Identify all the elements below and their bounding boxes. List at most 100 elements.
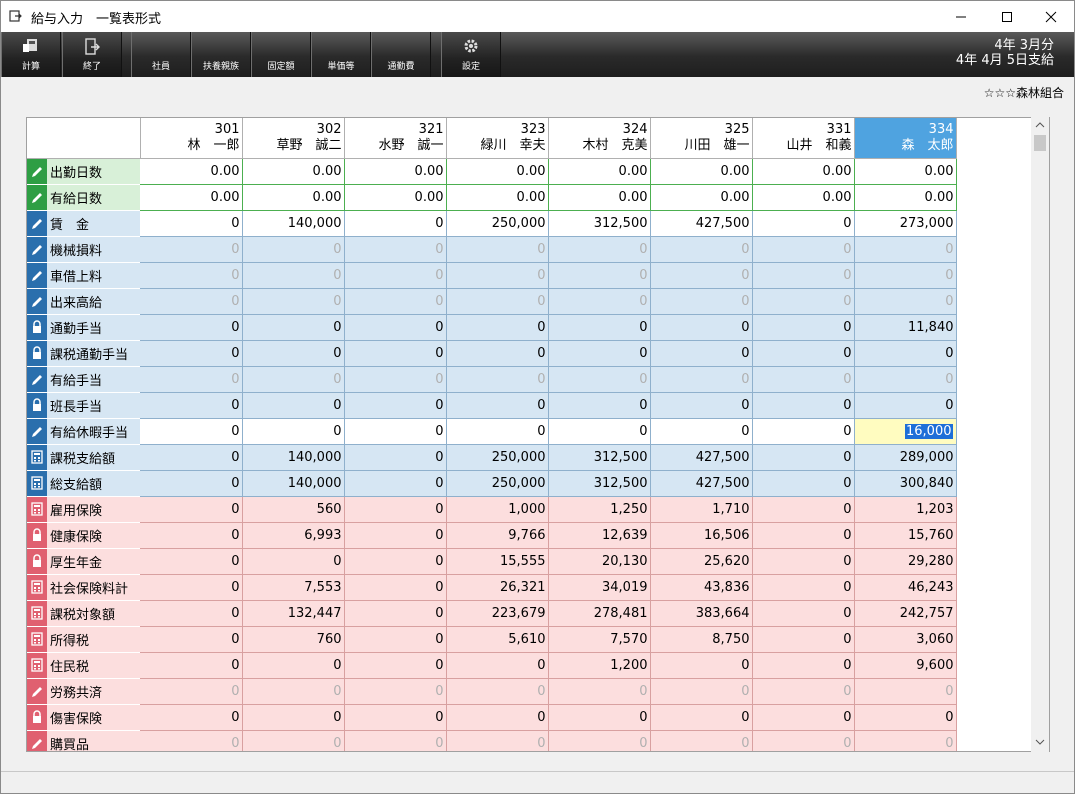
- table-cell[interactable]: 0: [854, 288, 957, 315]
- table-cell[interactable]: 0.00: [548, 158, 651, 185]
- table-cell[interactable]: 0: [854, 340, 957, 367]
- table-cell[interactable]: 0: [140, 444, 243, 471]
- table-cell[interactable]: 0: [446, 392, 549, 419]
- table-cell[interactable]: 223,679: [446, 600, 549, 627]
- table-cell[interactable]: 1,000: [446, 496, 549, 523]
- table-cell[interactable]: 0: [752, 678, 855, 705]
- table-cell[interactable]: 0: [140, 314, 243, 341]
- table-cell[interactable]: 0.00: [854, 184, 957, 211]
- table-cell[interactable]: 0: [752, 288, 855, 315]
- table-cell[interactable]: 25,620: [650, 548, 753, 575]
- table-cell[interactable]: 0: [242, 548, 345, 575]
- table-cell[interactable]: 0: [548, 678, 651, 705]
- employee-header[interactable]: 334 森 太郎: [854, 118, 957, 159]
- table-cell[interactable]: 0: [854, 678, 957, 705]
- table-cell[interactable]: 0: [140, 548, 243, 575]
- table-cell[interactable]: 140,000: [242, 444, 345, 471]
- table-cell[interactable]: 273,000: [854, 210, 957, 237]
- table-cell[interactable]: 0: [344, 288, 447, 315]
- table-cell[interactable]: 0: [242, 652, 345, 679]
- table-cell[interactable]: 0: [140, 626, 243, 653]
- fixed-amount-button[interactable]: 固定額: [251, 32, 311, 77]
- table-cell[interactable]: 3,060: [854, 626, 957, 653]
- table-cell[interactable]: 0: [344, 418, 447, 445]
- table-cell[interactable]: 0: [344, 392, 447, 419]
- table-cell[interactable]: 0: [242, 418, 345, 445]
- table-cell[interactable]: 0: [752, 522, 855, 549]
- table-cell[interactable]: 140,000: [242, 470, 345, 497]
- employee-header[interactable]: 325 川田 雄一: [650, 118, 753, 159]
- table-cell[interactable]: 0: [650, 652, 753, 679]
- table-cell[interactable]: 0: [242, 314, 345, 341]
- table-cell[interactable]: 15,555: [446, 548, 549, 575]
- table-cell[interactable]: 312,500: [548, 444, 651, 471]
- table-cell[interactable]: 0: [548, 236, 651, 263]
- table-cell[interactable]: 0: [242, 392, 345, 419]
- table-cell[interactable]: 0: [242, 366, 345, 393]
- table-cell[interactable]: 0: [344, 366, 447, 393]
- table-cell[interactable]: 0: [344, 626, 447, 653]
- commute-button[interactable]: 通勤費: [371, 32, 431, 77]
- table-cell[interactable]: 0: [854, 704, 957, 731]
- table-cell[interactable]: 0: [752, 210, 855, 237]
- table-cell[interactable]: 9,766: [446, 522, 549, 549]
- table-cell[interactable]: 0: [854, 730, 957, 751]
- table-cell[interactable]: 0: [854, 392, 957, 419]
- table-cell[interactable]: 0: [344, 236, 447, 263]
- table-cell[interactable]: 0: [446, 704, 549, 731]
- minimize-button[interactable]: [938, 1, 984, 32]
- table-cell[interactable]: 132,447: [242, 600, 345, 627]
- table-cell[interactable]: 0: [650, 730, 753, 751]
- table-cell[interactable]: 9,600: [854, 652, 957, 679]
- table-cell[interactable]: 0: [752, 652, 855, 679]
- table-cell[interactable]: 0: [140, 262, 243, 289]
- table-cell[interactable]: 0: [242, 704, 345, 731]
- table-cell[interactable]: 0: [446, 652, 549, 679]
- maximize-button[interactable]: [984, 1, 1030, 32]
- table-cell[interactable]: 0: [752, 600, 855, 627]
- table-cell[interactable]: 0: [140, 418, 243, 445]
- employee-header[interactable]: 301 林 一郎: [140, 118, 243, 159]
- table-cell[interactable]: 0: [344, 314, 447, 341]
- table-cell[interactable]: 0: [140, 730, 243, 751]
- table-cell[interactable]: 0: [344, 548, 447, 575]
- table-cell[interactable]: 5,610: [446, 626, 549, 653]
- table-cell[interactable]: 0: [344, 522, 447, 549]
- table-cell[interactable]: 0: [548, 314, 651, 341]
- table-cell[interactable]: 0.00: [446, 158, 549, 185]
- table-cell[interactable]: 0: [752, 626, 855, 653]
- table-cell[interactable]: 12,639: [548, 522, 651, 549]
- table-cell[interactable]: 0: [140, 522, 243, 549]
- table-cell[interactable]: 0: [140, 652, 243, 679]
- table-cell[interactable]: 7,553: [242, 574, 345, 601]
- table-cell[interactable]: 0: [446, 366, 549, 393]
- table-cell[interactable]: 1,200: [548, 652, 651, 679]
- table-cell[interactable]: 0: [752, 470, 855, 497]
- table-cell[interactable]: 0: [752, 262, 855, 289]
- table-cell[interactable]: 250,000: [446, 470, 549, 497]
- table-cell[interactable]: 0: [140, 574, 243, 601]
- unit-price-button[interactable]: 単価等: [311, 32, 371, 77]
- table-cell[interactable]: 0: [344, 678, 447, 705]
- table-cell[interactable]: 0.00: [242, 158, 345, 185]
- editing-cell[interactable]: 16,000: [854, 418, 957, 445]
- table-cell[interactable]: 0: [344, 652, 447, 679]
- table-cell[interactable]: 0: [242, 730, 345, 751]
- table-cell[interactable]: 0: [854, 262, 957, 289]
- employee-header[interactable]: 321 水野 誠一: [344, 118, 447, 159]
- table-cell[interactable]: 0: [752, 340, 855, 367]
- table-cell[interactable]: 0: [548, 392, 651, 419]
- employee-header[interactable]: 323 緑川 幸夫: [446, 118, 549, 159]
- settings-button[interactable]: 設定: [441, 32, 501, 77]
- table-cell[interactable]: 0: [650, 340, 753, 367]
- table-cell[interactable]: 0: [650, 236, 753, 263]
- table-cell[interactable]: 0: [140, 496, 243, 523]
- table-cell[interactable]: 0: [140, 704, 243, 731]
- exit-button[interactable]: 終了: [62, 32, 122, 77]
- table-cell[interactable]: 0.00: [752, 158, 855, 185]
- dependents-button[interactable]: 扶養親族: [191, 32, 251, 77]
- table-cell[interactable]: 0.00: [650, 158, 753, 185]
- table-cell[interactable]: 8,750: [650, 626, 753, 653]
- table-cell[interactable]: 1,710: [650, 496, 753, 523]
- table-cell[interactable]: 300,840: [854, 470, 957, 497]
